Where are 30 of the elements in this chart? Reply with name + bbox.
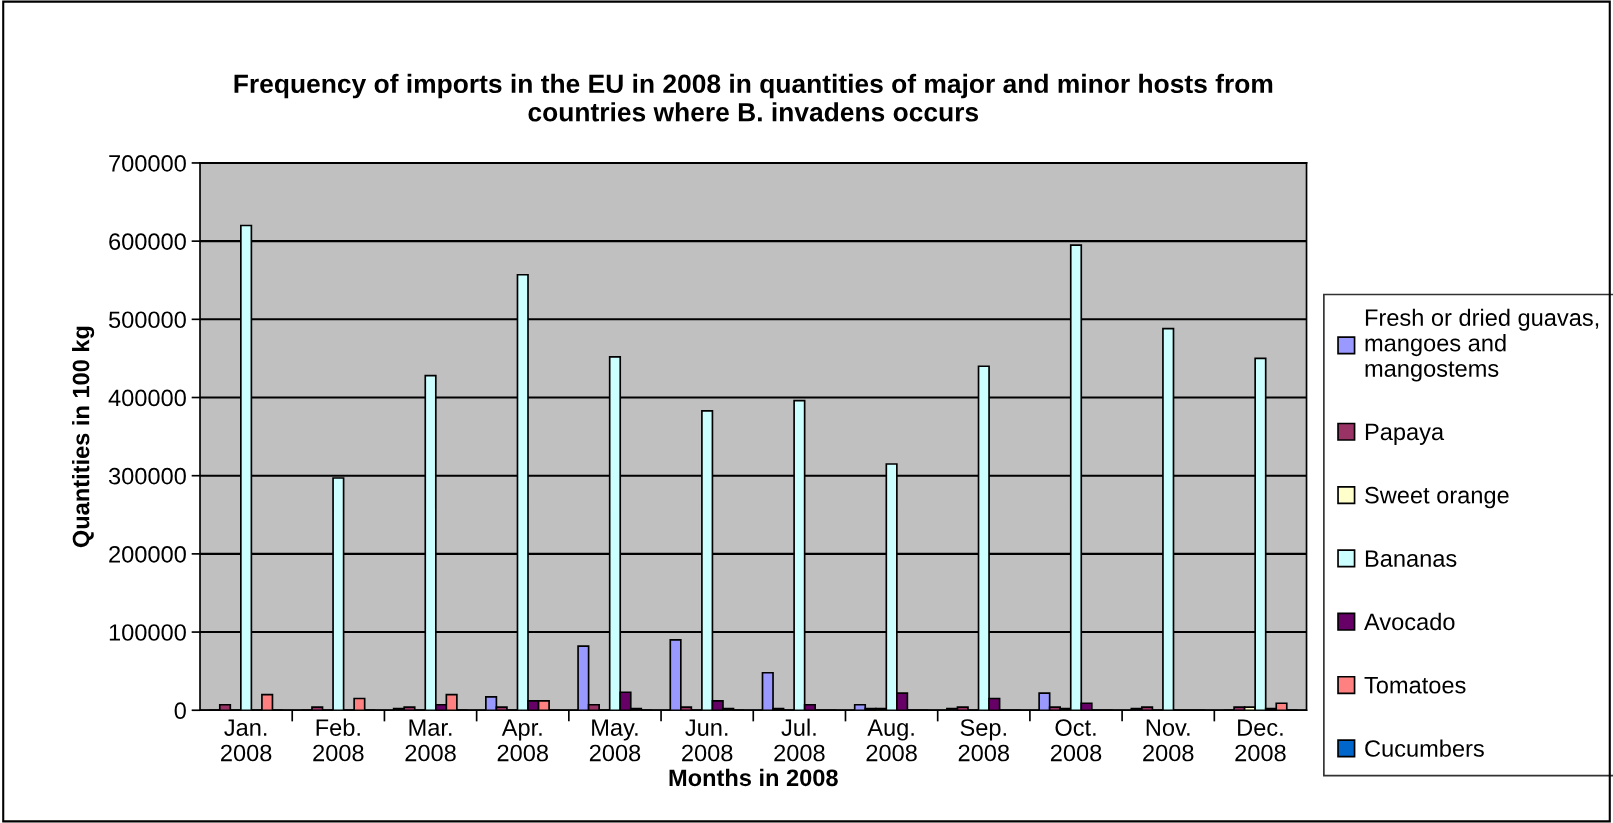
- x-tick-label: Mar. 2008: [405, 719, 456, 762]
- x-tick-label: Apr. 2008: [497, 719, 548, 762]
- y-tick-label: 300000: [108, 467, 186, 485]
- legend-label: Tomatoes: [1364, 677, 1466, 694]
- y-tick-label: 700000: [109, 155, 186, 172]
- x-tick-label: Dec. 2008: [1235, 719, 1286, 762]
- x-tick-label: Nov. 2008: [1143, 719, 1194, 762]
- x-axis-title: Months in 2008: [669, 768, 838, 787]
- x-tick-label: Aug. 2008: [866, 719, 917, 762]
- x-tick-label: May. 2008: [589, 719, 641, 762]
- y-tick-label: 600000: [109, 233, 186, 250]
- legend-label: Cucumbers: [1365, 739, 1484, 757]
- legend-label: Avocado: [1364, 612, 1455, 631]
- y-tick-label: 200000: [109, 545, 186, 563]
- legend-label: Fresh or dried guavas, mangoes and mangostems: [1365, 308, 1599, 382]
- legend-label: Sweet orange: [1365, 486, 1509, 509]
- x-tick-label: Jun. 2008: [682, 719, 733, 762]
- x-tick-label: Oct. 2008: [1050, 719, 1102, 762]
- y-tick-label: 100000: [109, 624, 186, 641]
- x-tick-label: Feb. 2008: [313, 718, 364, 762]
- x-tick-label: Sep. 2008: [958, 719, 1010, 762]
- x-tick-label: Jan. 2008: [221, 719, 272, 762]
- legend-label: Papaya: [1365, 423, 1445, 445]
- y-axis-title: Quantities in 100 kg: [72, 326, 95, 548]
- y-tick-label: 0: [174, 702, 186, 720]
- legend-label: Bananas: [1365, 550, 1457, 567]
- y-tick-label: 500000: [108, 311, 186, 329]
- chart-title: Frequency of imports in the EU in 2008 in quantities of major and minor hosts from countries where B. invadens occurs: [234, 73, 1273, 122]
- x-tick-label: Jul. 2008: [774, 718, 825, 762]
- y-tick-label: 400000: [108, 389, 186, 407]
